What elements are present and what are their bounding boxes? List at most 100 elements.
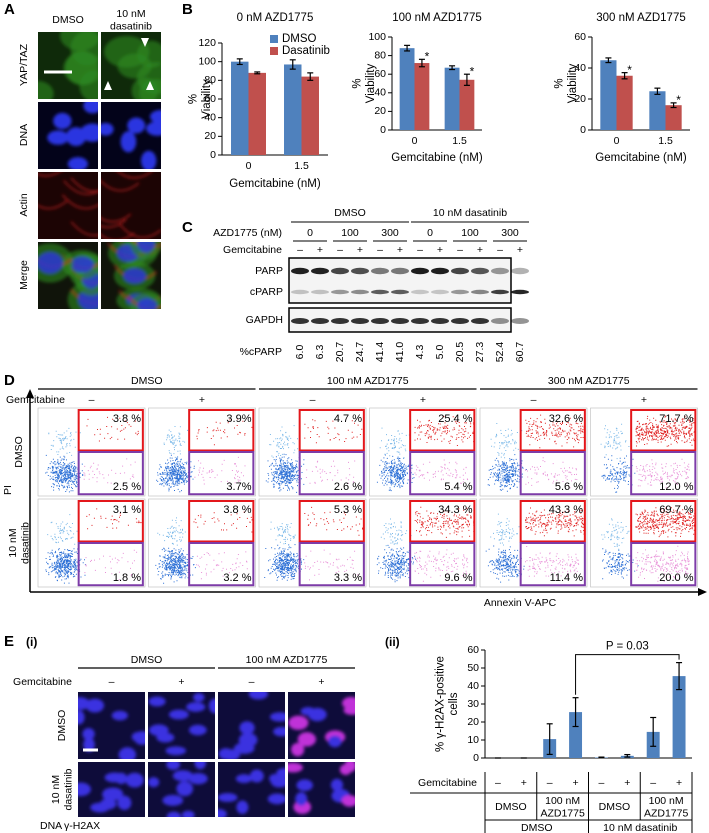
band-parp — [451, 267, 469, 275]
y-tick-label: 10 — [467, 734, 479, 746]
image-content — [103, 35, 161, 99]
panel-label: B — [182, 1, 193, 18]
dose-label: 300 — [381, 227, 399, 239]
micrograph — [38, 102, 98, 169]
nucleus — [125, 772, 144, 788]
nucleus — [165, 746, 187, 756]
bar — [284, 64, 302, 155]
gate-percent: 3.8 % — [223, 504, 251, 516]
micrograph — [38, 32, 98, 99]
nucleus — [236, 800, 249, 815]
cparp-value: 41.0 — [394, 342, 406, 363]
significance-bracket — [575, 654, 680, 695]
x-tick-label: 1.5 — [452, 135, 467, 147]
row-label: Gemcitabine — [418, 777, 477, 789]
flow-dots-debris — [379, 427, 410, 459]
flow-dots-live — [376, 544, 417, 583]
actin-fiber — [70, 221, 98, 237]
y-tick-label: 100 — [368, 31, 386, 43]
gate-percent: 4.7 % — [334, 413, 362, 425]
nucleus — [168, 709, 189, 720]
x-tick-label: – — [650, 777, 656, 789]
nucleus — [102, 787, 119, 801]
x-axis-label: Gemcitabine (nM) — [229, 178, 321, 190]
dose-label: 100 — [461, 227, 479, 239]
row-label: DMSO — [56, 710, 68, 742]
nucleus — [70, 256, 94, 273]
nucleus — [176, 781, 194, 797]
micrograph — [101, 242, 161, 309]
nucleus — [85, 698, 105, 713]
image-background — [218, 762, 285, 817]
gemcitabine-sign: + — [397, 244, 403, 256]
row-label: %cPARP — [240, 346, 282, 358]
micrograph — [101, 32, 161, 99]
row-label: Gemcitabine — [6, 394, 65, 406]
flow-dots-live — [155, 547, 196, 584]
nucleus — [118, 747, 137, 759]
band-gapdh — [391, 318, 409, 324]
gate-percent: 3.1 % — [113, 504, 141, 516]
actin-fiber — [63, 179, 98, 195]
gemcitabine-sign: – — [457, 244, 463, 256]
bar — [665, 105, 682, 130]
micrograph — [288, 762, 355, 817]
group-label: DMSO — [495, 801, 527, 813]
row-label: Actin — [18, 193, 30, 217]
group-header: DMSO — [131, 654, 163, 666]
gate-lower — [188, 451, 255, 496]
y-tick-label: 80 — [374, 49, 386, 61]
y-tick-label: 60 — [204, 93, 216, 105]
arrowhead — [26, 389, 34, 398]
gate-upper — [188, 500, 255, 543]
band-gapdh — [331, 318, 349, 324]
nucleus — [233, 742, 255, 754]
band-parp — [491, 267, 509, 275]
x-tick-label: 1.5 — [294, 160, 309, 172]
flow-dots-live — [264, 544, 305, 581]
band-cparp — [291, 289, 309, 295]
y-tick-label: 60 — [574, 31, 586, 43]
gemcitabine-sign: – — [249, 676, 255, 688]
band-gapdh — [411, 318, 429, 324]
gate-lower — [519, 451, 586, 496]
gate-percent: 3.8 % — [113, 413, 141, 425]
flow-dots-live — [376, 454, 415, 492]
group-header: DMSO — [334, 207, 366, 219]
gemcitabine-sign: – — [297, 244, 303, 256]
nucleus — [273, 726, 285, 737]
group-header: 100 nM AZD1775 — [327, 375, 409, 387]
y-tick-label: 20 — [374, 105, 386, 117]
cell — [117, 53, 152, 79]
nucleus — [148, 777, 160, 788]
band-parp — [331, 267, 349, 275]
flow-dots-live — [487, 454, 527, 492]
nucleus — [288, 762, 303, 773]
y-tick-label: 0 — [210, 149, 216, 161]
gate-lower — [630, 451, 697, 496]
row-label: YAP/TAZ — [18, 43, 30, 86]
arrowhead — [104, 81, 112, 90]
dose-label: 0 — [427, 227, 433, 239]
stain-legend: γ-H2AX — [64, 820, 100, 832]
gate-lower — [519, 542, 586, 587]
nucleus — [117, 795, 132, 811]
gate-percent: 2.6 % — [334, 481, 362, 493]
gemcitabine-sign: – — [417, 244, 423, 256]
bar — [672, 676, 686, 758]
x-tick-label: + — [676, 777, 682, 789]
nucleus — [137, 298, 158, 309]
nucleus — [131, 731, 145, 742]
gemcitabine-sign: + — [318, 676, 324, 688]
flow-dots-late — [525, 507, 585, 537]
legend-swatch — [270, 47, 278, 55]
gate-lower — [630, 542, 697, 587]
flow-dots-debris — [47, 514, 78, 545]
gate-percent: 3.2 % — [223, 572, 251, 584]
flow-dots-late — [525, 414, 585, 449]
flow-dots-live — [45, 454, 84, 493]
group-header: 100 nM AZD1775 — [246, 654, 328, 666]
chart-title: 100 nM AZD1775 — [392, 12, 482, 24]
micrograph — [78, 692, 145, 759]
image-content — [38, 172, 98, 237]
